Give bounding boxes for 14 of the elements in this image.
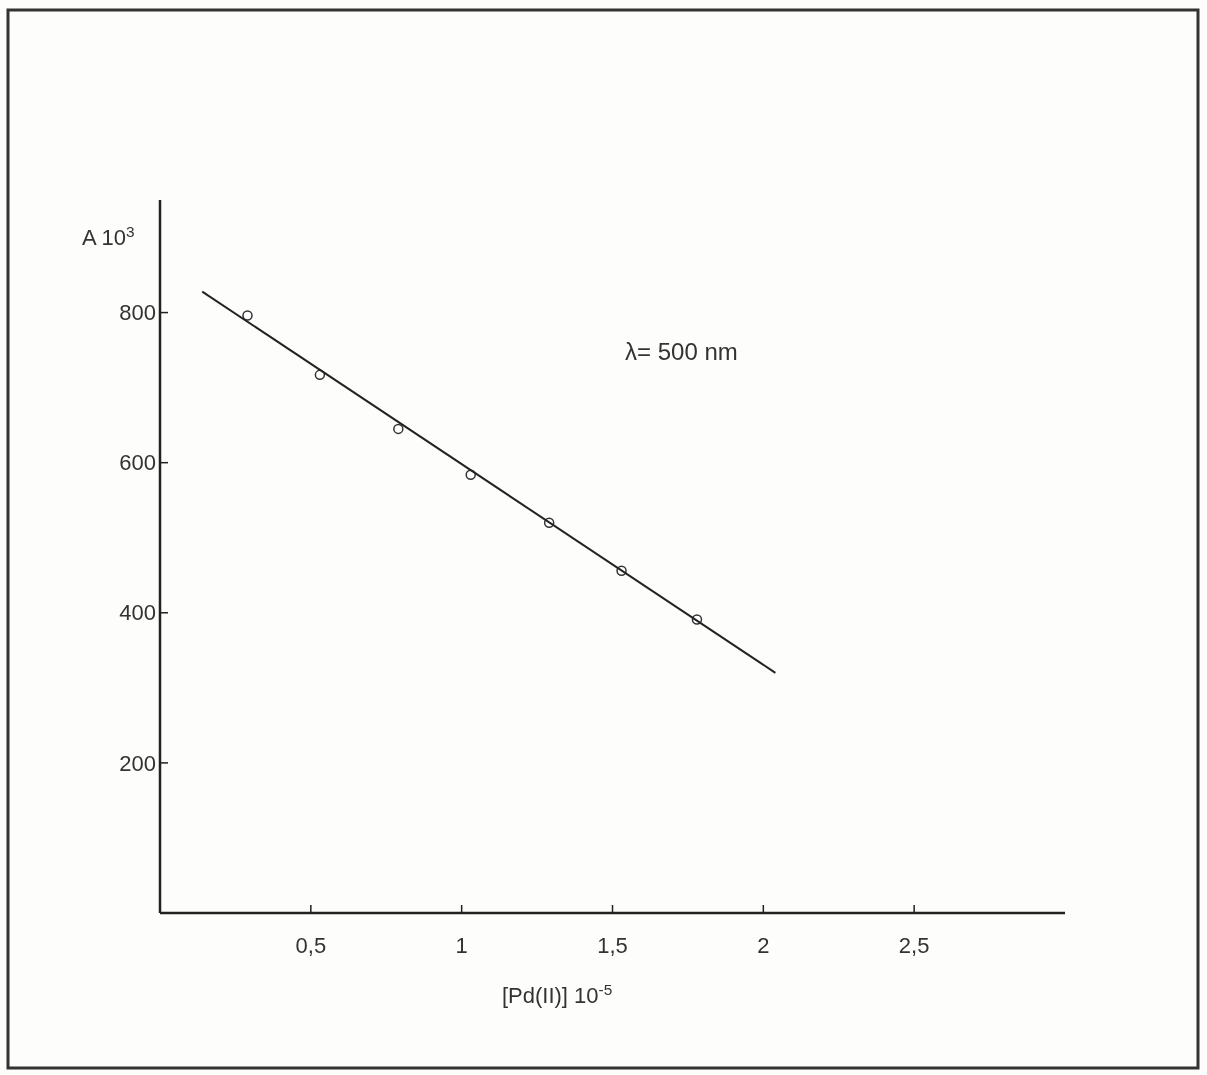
x-axis-title: [Pd(II)] 10$^{-5}$ — [501, 980, 613, 1008]
x-tick-label: 1,5 — [597, 933, 628, 958]
y-tick-label: 400 — [119, 600, 156, 626]
point — [393, 423, 404, 435]
point — [242, 310, 253, 321]
y-tick-label: 800 — [119, 300, 156, 326]
y-axis-title: A 10$^{3}$ — [82, 222, 135, 250]
x-tick-label: 1 — [455, 933, 468, 958]
y-tick-label: 200 — [119, 750, 156, 776]
x-tick-label: 0,5 — [295, 933, 327, 958]
x-tick-label: 2,5 — [898, 933, 930, 958]
y-tick-label: 600 — [119, 450, 156, 476]
annotation: λ= 500 nm — [625, 338, 738, 365]
x-tick-label: 2 — [757, 933, 770, 958]
